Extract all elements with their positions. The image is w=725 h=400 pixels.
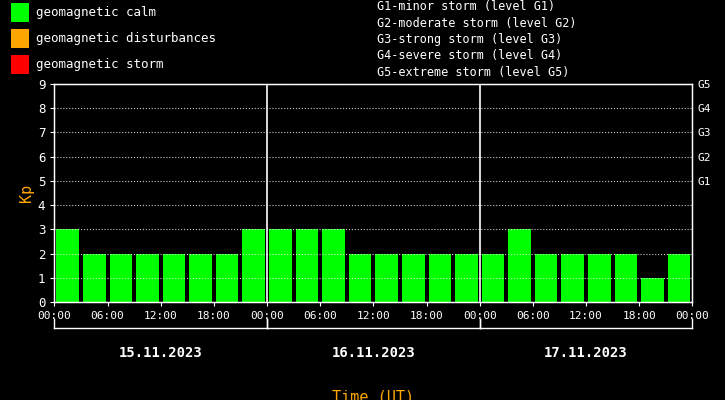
Bar: [455, 254, 478, 302]
Bar: [83, 254, 106, 302]
Text: G1-minor storm (level G1): G1-minor storm (level G1): [377, 0, 555, 13]
Bar: [57, 229, 79, 302]
Bar: [109, 254, 132, 302]
Y-axis label: Kp: Kp: [19, 184, 33, 202]
Bar: [136, 254, 159, 302]
Bar: [402, 254, 425, 302]
Text: geomagnetic storm: geomagnetic storm: [36, 58, 164, 71]
Bar: [615, 254, 637, 302]
Bar: [162, 254, 186, 302]
Bar: [11, 3, 29, 22]
Bar: [508, 229, 531, 302]
Text: 17.11.2023: 17.11.2023: [544, 346, 628, 360]
Bar: [535, 254, 558, 302]
Bar: [296, 229, 318, 302]
Text: G3-strong storm (level G3): G3-strong storm (level G3): [377, 33, 563, 46]
Bar: [428, 254, 451, 302]
Text: 16.11.2023: 16.11.2023: [331, 346, 415, 360]
Bar: [668, 254, 690, 302]
Text: G4-severe storm (level G4): G4-severe storm (level G4): [377, 49, 563, 62]
Text: G2-moderate storm (level G2): G2-moderate storm (level G2): [377, 17, 576, 30]
Text: Time (UT): Time (UT): [332, 389, 415, 400]
Bar: [561, 254, 584, 302]
Bar: [269, 229, 291, 302]
Text: 15.11.2023: 15.11.2023: [119, 346, 202, 360]
Text: geomagnetic disturbances: geomagnetic disturbances: [36, 32, 216, 45]
Bar: [11, 56, 29, 74]
Text: geomagnetic calm: geomagnetic calm: [36, 6, 157, 19]
Bar: [189, 254, 212, 302]
Bar: [588, 254, 610, 302]
Bar: [481, 254, 505, 302]
Text: G5-extreme storm (level G5): G5-extreme storm (level G5): [377, 66, 569, 79]
Bar: [216, 254, 239, 302]
Bar: [376, 254, 398, 302]
Bar: [322, 229, 345, 302]
Bar: [641, 278, 664, 302]
Bar: [11, 29, 29, 48]
Bar: [349, 254, 371, 302]
Bar: [242, 229, 265, 302]
